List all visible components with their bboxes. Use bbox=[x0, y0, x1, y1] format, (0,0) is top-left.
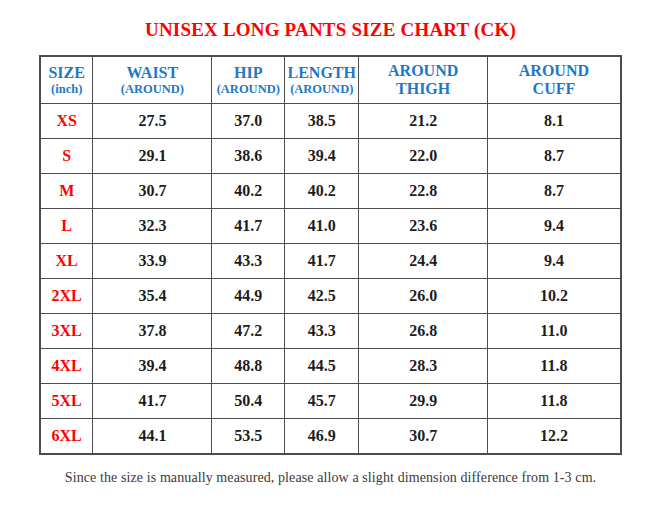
measurement-value: 27.5 bbox=[93, 104, 212, 139]
measurement-value: 30.7 bbox=[359, 419, 487, 454]
measurement-value: 8.1 bbox=[487, 104, 621, 139]
size-label: S bbox=[40, 139, 93, 174]
measurement-value: 10.2 bbox=[487, 279, 621, 314]
measurement-value: 37.0 bbox=[212, 104, 285, 139]
column-header-line1: LENGTH bbox=[285, 64, 358, 82]
column-header-line1: SIZE bbox=[41, 64, 92, 82]
measurement-value: 21.2 bbox=[359, 104, 487, 139]
measurement-value: 33.9 bbox=[93, 244, 212, 279]
size-label: XS bbox=[40, 104, 93, 139]
column-header-line2: (AROUND) bbox=[212, 82, 284, 96]
table-row: XL33.943.341.724.49.4 bbox=[40, 244, 621, 279]
table-body: XS27.537.038.521.28.1S29.138.639.422.08.… bbox=[40, 104, 621, 454]
measurement-value: 8.7 bbox=[487, 174, 621, 209]
measurement-value: 8.7 bbox=[487, 139, 621, 174]
table-header: SIZE(inch)WAIST(AROUND)HIP(AROUND)LENGTH… bbox=[40, 56, 621, 104]
measurement-value: 9.4 bbox=[487, 244, 621, 279]
size-label: 5XL bbox=[40, 384, 93, 419]
size-label: XL bbox=[40, 244, 93, 279]
column-header: AROUNDTHIGH bbox=[359, 56, 487, 104]
size-label: 4XL bbox=[40, 349, 93, 384]
size-label: 2XL bbox=[40, 279, 93, 314]
measurement-value: 23.6 bbox=[359, 209, 487, 244]
measurement-value: 24.4 bbox=[359, 244, 487, 279]
measurement-value: 44.9 bbox=[212, 279, 285, 314]
column-header-line2: CUFF bbox=[488, 80, 620, 98]
measurement-value: 41.7 bbox=[212, 209, 285, 244]
measurement-value: 40.2 bbox=[285, 174, 359, 209]
table-row: L32.341.741.023.69.4 bbox=[40, 209, 621, 244]
measurement-value: 43.3 bbox=[285, 314, 359, 349]
table-row: 4XL39.448.844.528.311.8 bbox=[40, 349, 621, 384]
table-row: 5XL41.750.445.729.911.8 bbox=[40, 384, 621, 419]
column-header-line2: (inch) bbox=[41, 82, 92, 96]
column-header: WAIST(AROUND) bbox=[93, 56, 212, 104]
measurement-value: 29.1 bbox=[93, 139, 212, 174]
measurement-value: 44.5 bbox=[285, 349, 359, 384]
column-header-line1: HIP bbox=[212, 64, 284, 82]
column-header: AROUNDCUFF bbox=[487, 56, 621, 104]
column-header: SIZE(inch) bbox=[40, 56, 93, 104]
measurement-value: 41.0 bbox=[285, 209, 359, 244]
measurement-value: 30.7 bbox=[93, 174, 212, 209]
measurement-value: 32.3 bbox=[93, 209, 212, 244]
measurement-value: 26.8 bbox=[359, 314, 487, 349]
measurement-value: 22.0 bbox=[359, 139, 487, 174]
measurement-value: 11.8 bbox=[487, 349, 621, 384]
measurement-value: 39.4 bbox=[285, 139, 359, 174]
measurement-value: 29.9 bbox=[359, 384, 487, 419]
column-header-line1: WAIST bbox=[93, 64, 211, 82]
measurement-value: 47.2 bbox=[212, 314, 285, 349]
measurement-value: 22.8 bbox=[359, 174, 487, 209]
header-row: SIZE(inch)WAIST(AROUND)HIP(AROUND)LENGTH… bbox=[40, 56, 621, 104]
table-row: M30.740.240.222.88.7 bbox=[40, 174, 621, 209]
measurement-value: 39.4 bbox=[93, 349, 212, 384]
measurement-value: 44.1 bbox=[93, 419, 212, 454]
size-label: L bbox=[40, 209, 93, 244]
column-header: LENGTH(AROUND) bbox=[285, 56, 359, 104]
measurement-value: 11.0 bbox=[487, 314, 621, 349]
table-row: 2XL35.444.942.526.010.2 bbox=[40, 279, 621, 314]
size-label: M bbox=[40, 174, 93, 209]
page-title: UNISEX LONG PANTS SIZE CHART (CK) bbox=[0, 19, 661, 41]
column-header: HIP(AROUND) bbox=[212, 56, 285, 104]
measurement-value: 43.3 bbox=[212, 244, 285, 279]
table-row: XS27.537.038.521.28.1 bbox=[40, 104, 621, 139]
size-chart-table: SIZE(inch)WAIST(AROUND)HIP(AROUND)LENGTH… bbox=[39, 55, 622, 455]
measurement-value: 11.8 bbox=[487, 384, 621, 419]
measurement-value: 28.3 bbox=[359, 349, 487, 384]
measurement-value: 41.7 bbox=[93, 384, 212, 419]
measurement-value: 50.4 bbox=[212, 384, 285, 419]
measurement-value: 53.5 bbox=[212, 419, 285, 454]
size-chart-page: UNISEX LONG PANTS SIZE CHART (CK) SIZE(i… bbox=[0, 0, 661, 510]
measurement-value: 35.4 bbox=[93, 279, 212, 314]
column-header-line1: AROUND bbox=[488, 62, 620, 80]
measurement-value: 48.8 bbox=[212, 349, 285, 384]
measurement-value: 45.7 bbox=[285, 384, 359, 419]
measurement-value: 26.0 bbox=[359, 279, 487, 314]
table-row: S29.138.639.422.08.7 bbox=[40, 139, 621, 174]
measurement-value: 12.2 bbox=[487, 419, 621, 454]
measurement-value: 38.5 bbox=[285, 104, 359, 139]
measurement-value: 46.9 bbox=[285, 419, 359, 454]
size-label: 3XL bbox=[40, 314, 93, 349]
table-row: 3XL37.847.243.326.811.0 bbox=[40, 314, 621, 349]
measurement-value: 38.6 bbox=[212, 139, 285, 174]
table-row: 6XL44.153.546.930.712.2 bbox=[40, 419, 621, 454]
measurement-value: 42.5 bbox=[285, 279, 359, 314]
measurement-disclaimer: Since the size is manually measured, ple… bbox=[0, 470, 661, 486]
column-header-line2: (AROUND) bbox=[285, 82, 358, 96]
measurement-value: 37.8 bbox=[93, 314, 212, 349]
measurement-value: 40.2 bbox=[212, 174, 285, 209]
column-header-line1: AROUND bbox=[359, 62, 486, 80]
measurement-value: 9.4 bbox=[487, 209, 621, 244]
size-label: 6XL bbox=[40, 419, 93, 454]
column-header-line2: (AROUND) bbox=[93, 82, 211, 96]
measurement-value: 41.7 bbox=[285, 244, 359, 279]
column-header-line2: THIGH bbox=[359, 80, 486, 98]
